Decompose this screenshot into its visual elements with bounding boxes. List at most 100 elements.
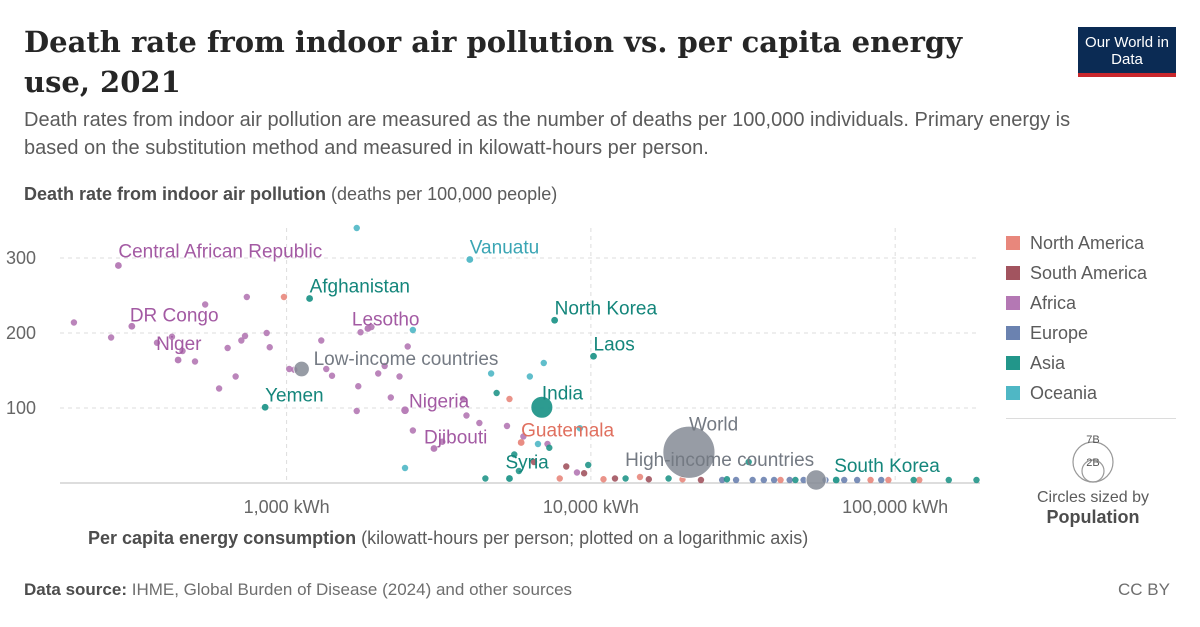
point-africa [404, 343, 411, 350]
point-nigeria [400, 405, 410, 415]
point-high-income-countries [805, 469, 827, 491]
legend-item-north-america[interactable]: North America [1006, 228, 1147, 258]
point-asia [622, 475, 629, 482]
point-oceania [487, 370, 495, 377]
point-africa [355, 383, 362, 390]
point-asia [511, 451, 518, 458]
x-axis-label-main: Per capita energy consumption [88, 528, 357, 548]
point-africa [318, 337, 325, 344]
legend-item-south-america[interactable]: South America [1006, 258, 1147, 288]
point-oceania [409, 326, 417, 334]
point-north-america [556, 475, 563, 482]
point-europe [760, 476, 767, 484]
point-guatemala [517, 439, 525, 446]
point-asia [723, 476, 731, 483]
point-africa [381, 362, 388, 370]
point-africa [241, 332, 249, 340]
legend-label: Oceania [1030, 382, 1098, 403]
point-low-income-countries [293, 360, 310, 378]
legend-swatch [1006, 236, 1020, 250]
point-africa [70, 319, 78, 326]
y-tick-label: 200 [6, 323, 36, 343]
point-india [530, 395, 554, 419]
y-axis-label-unit: (deaths per 100,000 people) [331, 184, 558, 204]
point-africa [191, 358, 199, 365]
point-asia [546, 444, 553, 451]
size-legend-big: 7B [1086, 434, 1099, 446]
label-afghanistan: Afghanistan [310, 277, 410, 298]
x-tick-label: 10,000 kWh [543, 497, 639, 517]
legend-item-oceania[interactable]: Oceania [1006, 378, 1147, 408]
legend-label: South America [1030, 262, 1148, 283]
point-north-america [885, 476, 892, 484]
legend-item-europe[interactable]: Europe [1006, 318, 1147, 348]
point-africa [328, 372, 336, 379]
point-asia [745, 458, 752, 466]
point-north-america [867, 476, 874, 484]
point-asia [493, 389, 500, 397]
point-europe [853, 476, 861, 484]
point-africa [503, 422, 511, 430]
license-link[interactable]: CC BY [1118, 580, 1170, 599]
point-lesotho [364, 325, 372, 332]
legend-divider [1006, 418, 1176, 419]
label-nigeria: Nigeria [409, 391, 470, 412]
size-legend-small: 2B [1086, 457, 1099, 469]
point-djibouti [430, 445, 438, 452]
region-legend: North America South America Africa Europe As… [1006, 228, 1147, 408]
point-niger [174, 356, 182, 364]
point-africa [232, 373, 239, 380]
legend-swatch [1006, 386, 1020, 400]
point-north-america [600, 476, 607, 483]
y-axis-label: Death rate from indoor air pollution (de… [24, 184, 557, 205]
point-south-america [563, 463, 570, 470]
x-tick-label: 100,000 kWh [842, 497, 948, 517]
point-dr-congo [128, 322, 136, 330]
point-africa [153, 339, 161, 346]
point-north-america [280, 293, 288, 301]
x-axis-label-unit: (kilowatt-hours per person; plotted on a… [361, 528, 809, 548]
point-asia [792, 476, 799, 484]
point-africa [266, 344, 273, 351]
point-africa [168, 333, 176, 340]
point-africa [357, 329, 364, 336]
legend-label: North America [1030, 232, 1145, 253]
legend-item-africa[interactable]: Africa [1006, 288, 1147, 318]
label-vanuatu: Vanuatu [470, 238, 539, 259]
label-lesotho: Lesotho [352, 310, 420, 331]
point-vanuatu [466, 256, 474, 263]
point-north-korea [551, 316, 559, 324]
legend-item-asia[interactable]: Asia [1006, 348, 1147, 378]
point-africa [439, 438, 446, 445]
point-asia [910, 476, 917, 484]
point-oceania [526, 373, 534, 380]
point-yemen [261, 403, 269, 411]
point-oceania [401, 464, 409, 472]
point-oceania [534, 440, 542, 448]
label-south-korea: South Korea [834, 456, 940, 477]
point-africa [573, 469, 581, 476]
point-africa [353, 407, 360, 415]
point-africa [323, 365, 330, 373]
point-europe [732, 476, 740, 484]
owid-logo-text: Our World in Data [1085, 34, 1169, 68]
label-dr-congo: DR Congo [130, 305, 219, 326]
legend-swatch [1006, 296, 1020, 310]
point-north-america [506, 395, 513, 403]
point-oceania [540, 359, 547, 367]
legend-swatch [1006, 326, 1020, 340]
point-africa [409, 427, 417, 434]
point-asia [585, 461, 592, 469]
point-europe [770, 476, 778, 484]
x-axis-label: Per capita energy consumption (kilowatt-… [88, 528, 808, 549]
point-europe [749, 476, 756, 484]
label-india: India [542, 383, 584, 404]
point-south-america [530, 458, 538, 466]
point-africa [215, 385, 223, 392]
point-africa [459, 395, 467, 403]
size-legend-line1: Circles sized by [1036, 489, 1150, 506]
label-high-income-countries: High-income countries [625, 450, 814, 471]
owid-logo[interactable]: Our World in Data [1078, 27, 1176, 77]
point-africa [396, 373, 403, 380]
data-source-label: Data source: [24, 580, 127, 599]
